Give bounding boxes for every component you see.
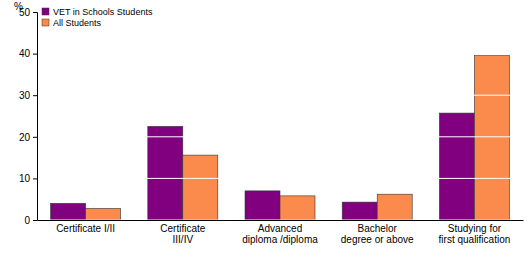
bar (245, 191, 280, 220)
x-tick: Certificate I/II (56, 220, 115, 234)
x-axis-line (38, 220, 524, 221)
x-tick-label: Advanceddiploma /diploma (242, 223, 318, 245)
y-tick-mark (33, 95, 37, 96)
x-axis: Certificate I/II CertificateIII/IV Advance… (38, 220, 524, 245)
bar (439, 113, 474, 220)
y-tick-mark (33, 178, 37, 179)
x-tick-label: CertificateIII/IV (160, 223, 205, 245)
y-tick: 10 (19, 173, 37, 184)
y-tick-label: 30 (19, 90, 31, 101)
bar (51, 203, 86, 220)
y-tick: 40 (19, 48, 37, 59)
x-tick: Bachelordegree or above (341, 220, 414, 245)
y-tick-mark (33, 12, 37, 13)
grid-line (37, 220, 523, 221)
y-tick: 20 (19, 132, 37, 143)
x-tick: Studying forfirst qualification (439, 220, 511, 245)
y-tick: 30 (19, 90, 37, 101)
y-tick-mark (33, 54, 37, 55)
y-axis-line (33, 13, 38, 221)
y-axis-title: % (14, 1, 23, 12)
bar (474, 56, 509, 220)
y-tick-mark (33, 220, 37, 221)
legend: VET in Schools StudentsAll Students (42, 7, 153, 28)
x-tick-label: Certificate I/II (56, 223, 115, 234)
grid-line (37, 53, 523, 54)
y-tick-label: 10 (19, 173, 31, 184)
x-tick-label: Studying forfirst qualification (439, 223, 511, 245)
legend-label: All Students (53, 18, 102, 28)
x-tick: Advanceddiploma /diploma (242, 220, 318, 245)
grid (37, 12, 523, 220)
bar (280, 196, 315, 220)
bar (183, 155, 218, 220)
bar (148, 126, 183, 220)
y-tick-label: 0 (24, 215, 30, 226)
x-tick-label: Bachelordegree or above (341, 223, 414, 245)
grid-line (37, 178, 523, 179)
legend-swatch (42, 8, 49, 15)
bar (377, 194, 412, 220)
legend-swatch (42, 19, 49, 26)
chart: 01020304050%Certificate I/IICertificateI… (0, 0, 529, 253)
x-tick: CertificateIII/IV (160, 220, 205, 245)
y-tick-label: 40 (19, 48, 31, 59)
y-tick: 0 (24, 215, 37, 226)
bar (86, 208, 121, 220)
bars (51, 56, 510, 220)
grid-line (37, 95, 523, 96)
bar (342, 202, 377, 220)
y-tick-label: 20 (19, 132, 31, 143)
y-tick-mark (33, 137, 37, 138)
legend-label: VET in Schools Students (53, 7, 153, 17)
y-axis: 01020304050 (19, 7, 38, 226)
grid-line (37, 136, 523, 137)
